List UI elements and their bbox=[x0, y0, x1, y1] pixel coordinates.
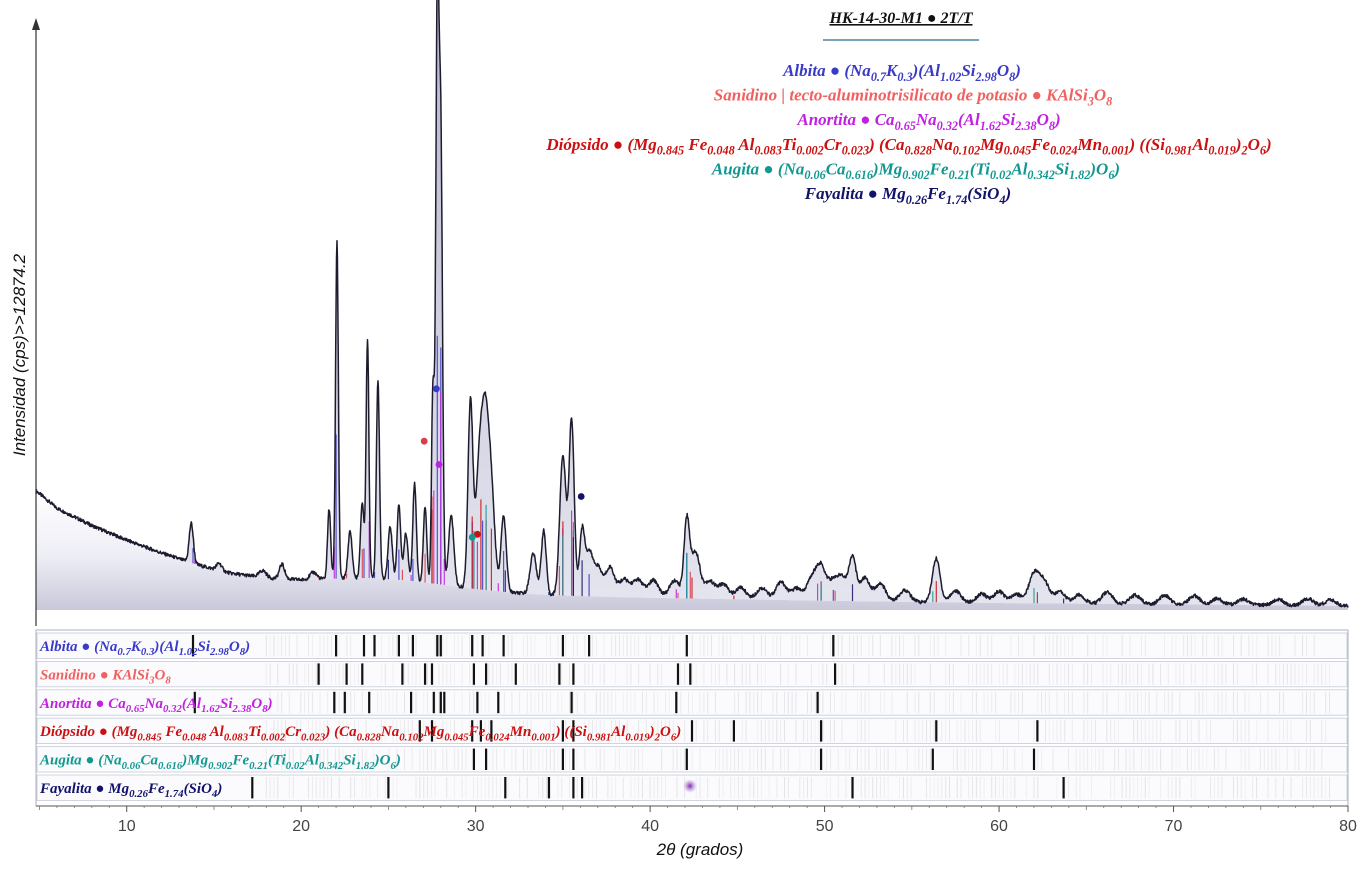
x-tick-label: 60 bbox=[990, 818, 1008, 835]
phase-marker bbox=[421, 438, 428, 445]
x-tick-label: 40 bbox=[641, 818, 659, 835]
x-tick-label: 20 bbox=[292, 818, 310, 835]
chart-title: HK-14-30-M1 ● 2T/T bbox=[829, 10, 974, 27]
phase-marker bbox=[433, 385, 440, 392]
phase-marker bbox=[436, 461, 443, 468]
strip-artifact bbox=[683, 779, 697, 793]
phase-marker bbox=[578, 493, 585, 500]
x-tick-label: 50 bbox=[816, 818, 834, 835]
x-tick-label: 80 bbox=[1339, 818, 1357, 835]
y-axis-label: Intensidad (cps)>>12874.2 bbox=[10, 253, 29, 456]
x-tick-label: 30 bbox=[467, 818, 485, 835]
x-tick-label: 70 bbox=[1165, 818, 1183, 835]
x-axis-label: 2θ (grados) bbox=[656, 840, 744, 859]
x-tick-label: 10 bbox=[118, 818, 136, 835]
phase-marker bbox=[469, 534, 476, 541]
